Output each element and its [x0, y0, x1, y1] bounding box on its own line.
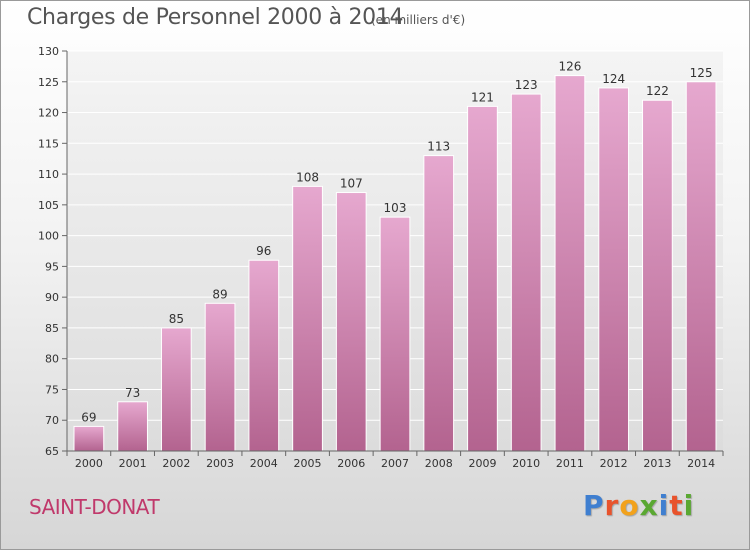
value-label: 85: [169, 312, 184, 326]
x-tick-label: 2008: [425, 457, 453, 470]
logo-letter: i: [683, 489, 695, 522]
x-tick-label: 2009: [468, 457, 496, 470]
x-tick-label: 2012: [600, 457, 628, 470]
bar: [379, 216, 411, 452]
y-tick-label: 115: [38, 137, 59, 150]
value-label: 107: [340, 177, 363, 191]
y-tick-label: 75: [45, 383, 59, 396]
x-tick-label: 2006: [337, 457, 365, 470]
y-tick-label: 85: [45, 322, 59, 335]
proxiti-logo: Proxiti: [583, 489, 694, 522]
logo-letter: t: [669, 489, 684, 522]
value-label: 124: [602, 72, 625, 86]
x-tick-label: 2005: [294, 457, 322, 470]
y-tick-label: 105: [38, 199, 59, 212]
value-label: 103: [384, 201, 407, 215]
logo-letter: x: [639, 489, 659, 522]
value-label: 69: [81, 410, 96, 424]
x-tick-label: 2002: [162, 457, 190, 470]
value-label: 125: [690, 66, 713, 80]
chart-subtitle: (en milliers d'€): [371, 13, 466, 27]
value-label: 122: [646, 84, 669, 98]
y-tick-label: 100: [38, 230, 59, 243]
axes: [66, 51, 723, 452]
logo-letter: r: [604, 489, 620, 522]
bars: [73, 75, 717, 452]
bar: [248, 259, 280, 452]
x-tick-labels: 2000 2001 2002 2003 2004 2005 2006 2007 2008 2009…: [66, 451, 724, 470]
y-tick-labels: 65 70 75 80 85 90 95 100 105 110 115 120 125 130: [38, 45, 67, 458]
value-label: 89: [212, 287, 227, 301]
value-label: 126: [558, 60, 581, 74]
logo-letter: P: [583, 489, 605, 522]
value-label: 123: [515, 78, 538, 92]
chart-title: Charges de Personnel 2000 à 2014: [27, 5, 404, 30]
x-tick-label: 2004: [250, 457, 278, 470]
bar: [160, 327, 192, 452]
y-tick-label: 120: [38, 107, 59, 120]
value-label: 121: [471, 90, 494, 104]
bar: [117, 401, 148, 452]
logo-letter: o: [619, 489, 640, 522]
y-tick-label: 90: [45, 291, 59, 304]
value-label: 73: [125, 386, 140, 400]
bar: [204, 302, 236, 452]
logo-letter: i: [658, 489, 670, 522]
value-label: 96: [256, 244, 271, 258]
y-tick-label: 130: [38, 45, 59, 58]
bar: [423, 155, 455, 452]
y-tick-label: 80: [45, 353, 59, 366]
x-tick-label: 2010: [512, 457, 540, 470]
bar: [467, 105, 498, 452]
bar: [335, 192, 367, 452]
bar: [642, 99, 673, 452]
value-label: 108: [296, 170, 319, 184]
commune-name: SAINT-DONAT: [29, 495, 160, 519]
x-tick-label: 2014: [687, 457, 715, 470]
x-tick-label: 2013: [643, 457, 671, 470]
x-tick-label: 2001: [119, 457, 147, 470]
x-tick-label: 2011: [556, 457, 584, 470]
x-tick-label: 2003: [206, 457, 234, 470]
value-labels: 69 73 85 89 96 108 107 103 113 121 123 126 124 122 125: [81, 60, 712, 425]
y-tick-label: 70: [45, 414, 59, 427]
x-tick-label: 2000: [75, 457, 103, 470]
y-tick-label: 110: [38, 168, 59, 181]
y-tick-label: 95: [45, 260, 59, 273]
bar: [554, 75, 586, 452]
bar: [510, 93, 542, 452]
x-tick-label: 2007: [381, 457, 409, 470]
bar: [598, 87, 630, 452]
y-tick-label: 65: [45, 445, 59, 458]
value-label: 113: [427, 140, 450, 154]
y-tick-label: 125: [38, 76, 59, 89]
bar: [685, 81, 717, 452]
bar: [292, 185, 323, 452]
bar: [73, 425, 105, 452]
